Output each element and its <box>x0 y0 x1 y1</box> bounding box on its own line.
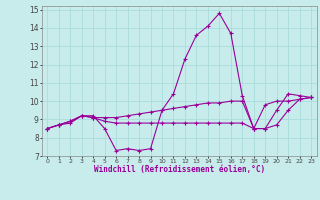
X-axis label: Windchill (Refroidissement éolien,°C): Windchill (Refroidissement éolien,°C) <box>94 165 265 174</box>
